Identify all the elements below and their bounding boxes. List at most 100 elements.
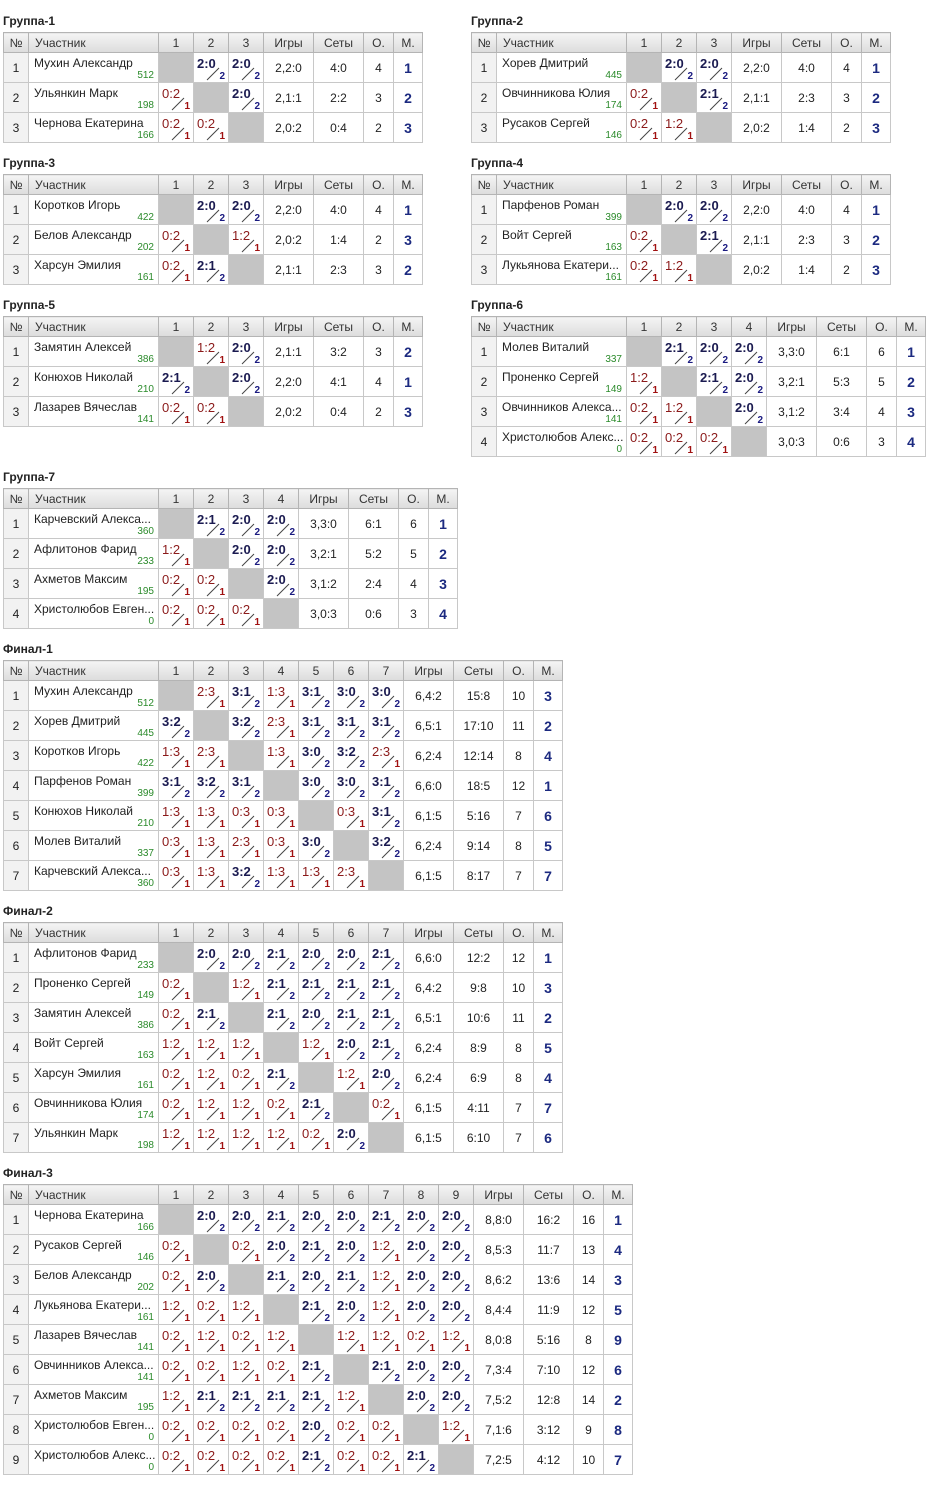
group-block: Группа-2 № Участник 1 2 3 Игры Сеты О. М. 1 Хорев Д… [471,12,891,143]
score-cell: 1:2 1 [193,1324,229,1355]
player-row: 1 Хорев Дмитрий 445 2:0 2 2:0 2 2,2:0 4:0 4 1 [471,52,891,83]
match-score: 2:0 [407,1388,426,1403]
row-number: 4 [471,426,497,457]
slash [381,1047,395,1061]
games: 2,2:0 [263,52,314,83]
slash [639,411,653,425]
match-score: 0:3 [232,804,251,819]
match-score: 0:2 [372,1096,391,1111]
match-score: 2:1 [267,1208,286,1223]
slash [311,957,325,971]
points: 8 [503,830,534,861]
score-cell: 0:2 1 [158,1264,194,1295]
player-row: 2 Конюхов Николай 210 2:1 2 2:0 2 2,2:0 4:1 4 1 [3,366,423,397]
match-points: 1 [394,1313,400,1324]
slash [171,613,185,627]
slash [276,1339,290,1353]
games: 2,2:0 [731,194,782,225]
score-cell: 2:0 2 [438,1234,474,1265]
match-points: 2 [394,789,400,800]
diagonal-cell [158,942,194,973]
header-cell: 4 [263,488,299,509]
slash [171,1107,185,1121]
points: 2 [831,112,862,143]
score-cell: 2:0 2 [333,1032,369,1063]
match-points: 2 [394,1021,400,1032]
header-cell: 1 [158,32,194,53]
diagonal-cell [696,254,732,285]
match-points: 2 [394,729,400,740]
games: 6,5:1 [403,710,454,741]
games: 2,1:1 [263,336,314,367]
slash [241,1219,255,1233]
slash [276,1249,290,1263]
header-cell: 3 [228,174,264,195]
header-cell: 3 [696,32,732,53]
row-number: 6 [3,830,29,861]
header-cell: Сеты [523,1184,574,1205]
match-score: 2:0 [700,198,719,213]
player-name: Овчинников Алекса... [502,400,622,414]
slash [311,1107,325,1121]
header-cell: Сеты [313,32,364,53]
score-cell: 3:2 2 [228,710,264,741]
player-name: Парфенов Роман [34,774,132,788]
match-points: 1 [289,699,295,710]
sets: 4:0 [781,52,832,83]
header-cell: 2 [193,174,229,195]
slash [171,1429,185,1443]
player-rating: 512 [137,70,154,81]
sets: 2:3 [313,254,364,285]
row-number: 2 [3,366,29,397]
slash [416,1369,430,1383]
player-row: 6 Овчинников Алекса... 141 0:2 1 0:2 1 1:2 1 0:2 1… [3,1354,633,1385]
slash [381,1459,395,1473]
match-points: 2 [687,355,693,366]
score-cell: 2:0 2 [228,82,264,113]
header-cell: 6 [333,922,369,943]
match-points: 2 [289,1403,295,1414]
score-cell: 2:3 1 [368,740,404,771]
score-cell: 2:0 2 [368,1062,404,1093]
games: 2,0:2 [263,112,314,143]
score-cell: 2:0 2 [193,52,229,83]
match-score: 1:2 [665,116,684,131]
slash [276,1429,290,1443]
player-row: 4 Лукьянова Екатери... 161 1:2 1 0:2 1 1:2 1 2:1 2… [3,1294,633,1325]
sets: 3:4 [816,396,867,427]
player-cell: Ульянкин Марк 198 [28,1122,159,1153]
score-cell: 0:2 1 [158,254,194,285]
sets: 3:12 [523,1414,574,1445]
row-number: 8 [3,1414,29,1445]
header-cell: Участник [28,488,159,509]
slash [206,785,220,799]
match-score: 1:2 [162,1126,181,1141]
match-points: 1 [289,819,295,830]
diagonal-cell [228,1264,264,1295]
score-cell: 2:0 2 [193,942,229,973]
header-cell: № [3,488,29,509]
player-rating: 166 [137,1222,154,1233]
player-name: Молев Виталий [34,834,122,848]
games: 7,2:5 [473,1444,524,1475]
player-rating: 0 [148,1462,154,1473]
header-cell: Игры [263,174,314,195]
player-rating: 0 [616,444,622,455]
header-row: № Участник 1 2 3 4 5 6 7 Игры Сеты О. М. [3,660,563,681]
group-title: Финал-1 [3,642,53,656]
match-points: 2 [254,527,260,538]
header-cell: М. [428,488,458,509]
header-row: № Участник 1 2 3 4 5 6 7 8 9 Игры Сеты О. М. [3,1184,633,1205]
group-title: Группа-1 [3,14,56,28]
header-cell: 8 [403,1184,439,1205]
player-rating: 146 [605,130,622,141]
slash [241,553,255,567]
points: 4 [363,194,394,225]
slash [276,957,290,971]
slash [346,1399,360,1413]
games: 7,5:2 [473,1384,524,1415]
match-points: 1 [219,1373,225,1384]
match-score: 2:1 [302,1096,321,1111]
score-cell: 2:0 2 [193,1264,229,1295]
match-score: 1:3 [162,804,181,819]
